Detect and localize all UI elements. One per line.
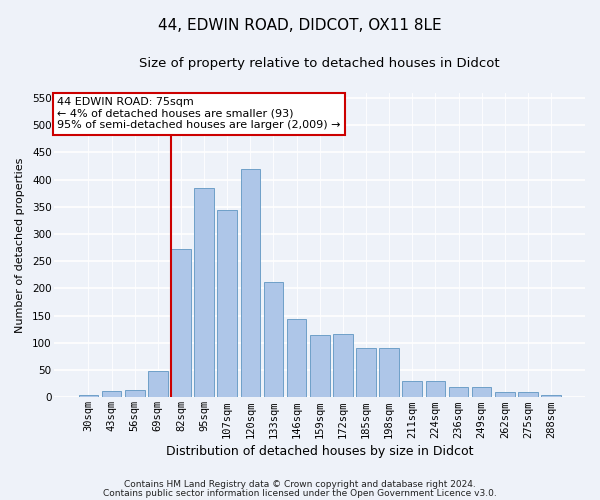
Bar bbox=[333, 334, 353, 398]
Bar bbox=[125, 390, 145, 398]
Bar bbox=[495, 392, 515, 398]
Bar bbox=[541, 395, 561, 398]
Y-axis label: Number of detached properties: Number of detached properties bbox=[15, 157, 25, 332]
Bar bbox=[449, 388, 469, 398]
Bar bbox=[425, 381, 445, 398]
Bar bbox=[217, 210, 237, 398]
Bar bbox=[403, 381, 422, 398]
Bar bbox=[171, 249, 191, 398]
Bar bbox=[241, 168, 260, 398]
Bar bbox=[310, 334, 329, 398]
Text: Contains public sector information licensed under the Open Government Licence v3: Contains public sector information licen… bbox=[103, 489, 497, 498]
Bar bbox=[287, 320, 307, 398]
X-axis label: Distribution of detached houses by size in Didcot: Distribution of detached houses by size … bbox=[166, 444, 473, 458]
Bar bbox=[472, 388, 491, 398]
Bar bbox=[356, 348, 376, 398]
Text: Contains HM Land Registry data © Crown copyright and database right 2024.: Contains HM Land Registry data © Crown c… bbox=[124, 480, 476, 489]
Title: Size of property relative to detached houses in Didcot: Size of property relative to detached ho… bbox=[139, 58, 500, 70]
Bar bbox=[148, 371, 167, 398]
Bar bbox=[194, 188, 214, 398]
Bar bbox=[79, 394, 98, 398]
Bar bbox=[263, 282, 283, 398]
Bar bbox=[518, 392, 538, 398]
Text: 44, EDWIN ROAD, DIDCOT, OX11 8LE: 44, EDWIN ROAD, DIDCOT, OX11 8LE bbox=[158, 18, 442, 32]
Bar bbox=[379, 348, 399, 398]
Bar bbox=[102, 392, 121, 398]
Text: 44 EDWIN ROAD: 75sqm
← 4% of detached houses are smaller (93)
95% of semi-detach: 44 EDWIN ROAD: 75sqm ← 4% of detached ho… bbox=[57, 97, 341, 130]
